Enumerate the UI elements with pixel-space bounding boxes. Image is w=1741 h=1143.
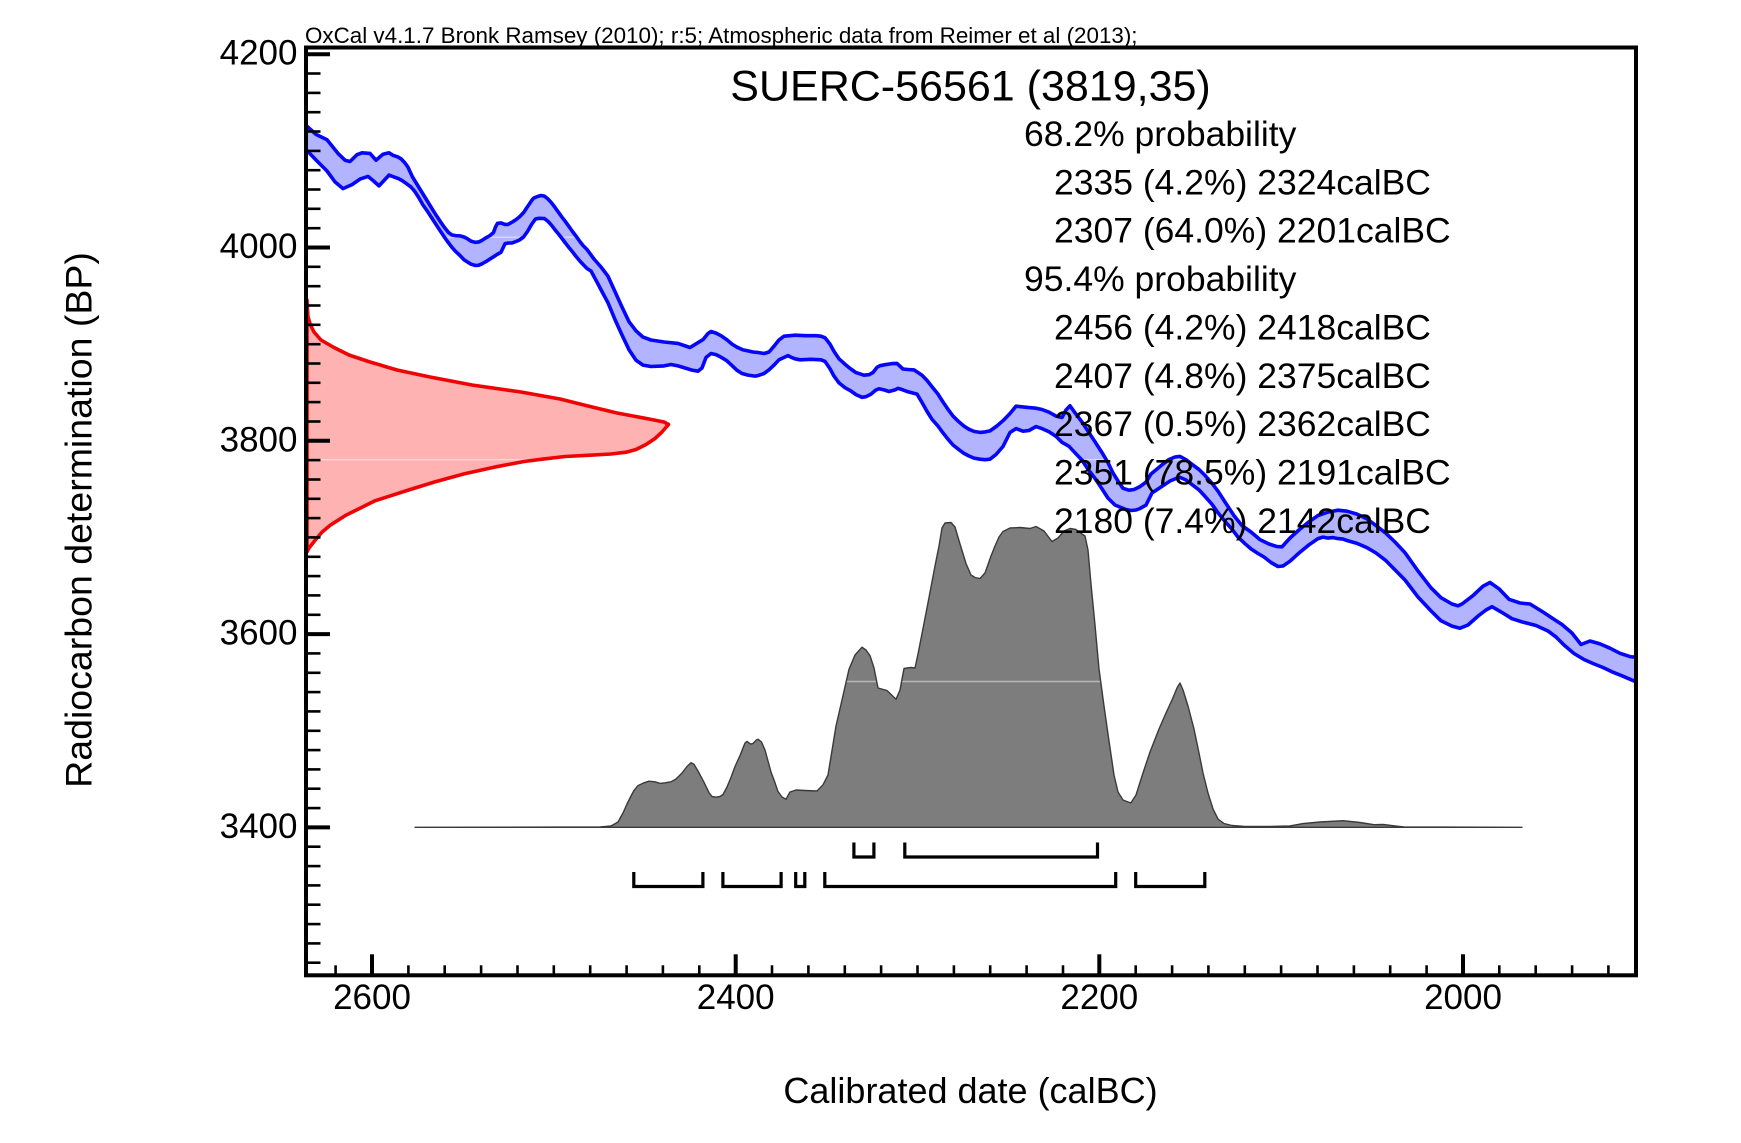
svg-text:Radiocarbon determination (BP): Radiocarbon determination (BP) xyxy=(58,252,100,788)
svg-text:4200: 4200 xyxy=(220,34,298,73)
svg-text:2335 (4.2%) 2324calBC: 2335 (4.2%) 2324calBC xyxy=(1054,162,1431,202)
svg-text:3800: 3800 xyxy=(220,420,298,459)
svg-text:2180 (7.4%) 2142calBC: 2180 (7.4%) 2142calBC xyxy=(1054,501,1431,541)
svg-text:95.4% probability: 95.4% probability xyxy=(1024,259,1297,299)
svg-text:68.2% probability: 68.2% probability xyxy=(1024,114,1297,154)
svg-text:2600: 2600 xyxy=(333,978,411,1017)
svg-text:SUERC-56561 (3819,35): SUERC-56561 (3819,35) xyxy=(730,63,1210,111)
svg-text:2367 (0.5%) 2362calBC: 2367 (0.5%) 2362calBC xyxy=(1054,404,1431,444)
svg-text:Calibrated date (calBC): Calibrated date (calBC) xyxy=(783,1070,1157,1111)
svg-text:2400: 2400 xyxy=(697,978,775,1017)
svg-text:2351 (78.5%) 2191calBC: 2351 (78.5%) 2191calBC xyxy=(1054,452,1451,492)
svg-text:2307 (64.0%) 2201calBC: 2307 (64.0%) 2201calBC xyxy=(1054,211,1451,251)
svg-text:4000: 4000 xyxy=(220,227,298,266)
svg-text:OxCal v4.1.7 Bronk Ramsey (201: OxCal v4.1.7 Bronk Ramsey (2010); r:5; A… xyxy=(305,23,1138,48)
svg-text:2000: 2000 xyxy=(1424,978,1502,1017)
svg-text:3600: 3600 xyxy=(220,614,298,653)
svg-text:2407 (4.8%) 2375calBC: 2407 (4.8%) 2375calBC xyxy=(1054,356,1431,396)
svg-text:2200: 2200 xyxy=(1060,978,1138,1017)
svg-text:2456 (4.2%) 2418calBC: 2456 (4.2%) 2418calBC xyxy=(1054,307,1431,347)
svg-text:3400: 3400 xyxy=(220,807,298,846)
